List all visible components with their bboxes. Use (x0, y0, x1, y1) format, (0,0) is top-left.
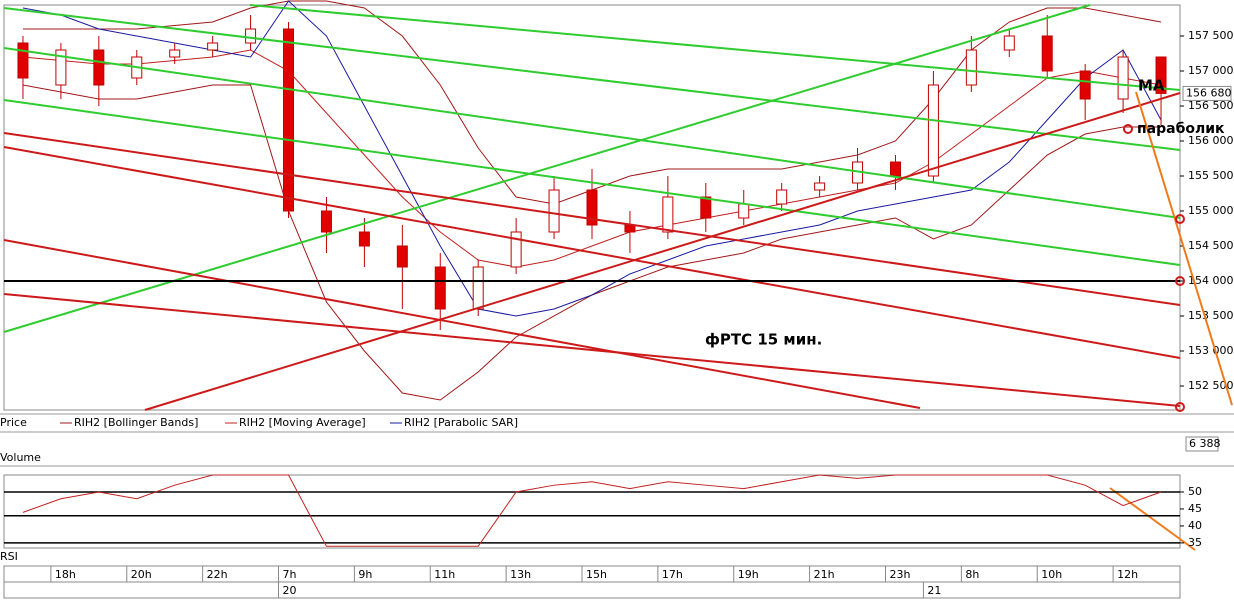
candle-body (738, 203, 750, 219)
candle-body (1003, 35, 1015, 51)
volume-last: 6 388 (1189, 437, 1221, 450)
candle-body (169, 49, 181, 58)
x-tick-label: 7h (283, 568, 297, 581)
x-tick-label: 17h (662, 568, 683, 581)
x-tick-label: 20h (131, 568, 152, 581)
candle-body (1155, 56, 1167, 94)
candle-body (662, 196, 674, 233)
legend-label: RIH2 [Bollinger Bands] (74, 416, 198, 429)
y-tick-label: 153 000 (1188, 344, 1234, 357)
candle-body (700, 196, 712, 219)
candle-body (358, 231, 370, 247)
legend-label: Price (0, 416, 27, 429)
x-tick-label: 8h (965, 568, 979, 581)
candle-body (927, 84, 939, 177)
x-tick-label: 19h (738, 568, 759, 581)
y-tick-label: 153 500 (1188, 309, 1234, 322)
candle-body (245, 28, 257, 44)
x-tick-label: 9h (358, 568, 372, 581)
y-tick-label: 155 000 (1188, 204, 1234, 217)
price-panel (3, 4, 1181, 411)
x-tick-label: 13h (510, 568, 531, 581)
rsi-tick-label: 40 (1188, 519, 1202, 532)
x-tick-label: 21h (814, 568, 835, 581)
x-tick-label: 22h (207, 568, 228, 581)
x-tick-label: 10h (1041, 568, 1062, 581)
date-label: 21 (927, 584, 941, 597)
candle-body (93, 49, 105, 86)
annotation: параболик (1137, 121, 1225, 137)
candle-body (17, 42, 29, 79)
candle-body (1041, 35, 1053, 72)
candle-body (472, 266, 484, 310)
candle-body (55, 49, 67, 86)
volume-last-box (1185, 436, 1219, 452)
annotation: МА (1138, 77, 1165, 95)
y-tick-label: 156 000 (1188, 134, 1234, 147)
annotation: фРТС 15 мин. (705, 331, 822, 349)
candle-body (586, 189, 598, 226)
date-label: 20 (283, 584, 297, 597)
legend-label: RIH2 [Moving Average] (239, 416, 366, 429)
candle-body (207, 42, 219, 51)
rsi-panel (3, 474, 1181, 549)
candle-body (889, 161, 901, 177)
x-tick-label: 12h (1117, 568, 1138, 581)
candle-body (510, 231, 522, 268)
y-tick-label: 154 500 (1188, 239, 1234, 252)
candle-body (548, 189, 560, 233)
candle-body (965, 49, 977, 86)
panel-label: Volume (0, 451, 41, 464)
y-tick-label: 157 000 (1188, 64, 1234, 77)
y-tick-label: 155 500 (1188, 169, 1234, 182)
x-tick-label: 18h (55, 568, 76, 581)
y-tick-label: 152 500 (1188, 379, 1234, 392)
y-tick-label: 157 500 (1188, 29, 1234, 42)
candle-body (1117, 56, 1129, 100)
candle-body (1079, 70, 1091, 100)
y-tick-label: 156 500 (1188, 99, 1234, 112)
x-tick-label: 15h (586, 568, 607, 581)
rsi-line (22, 474, 1162, 547)
current-price-box (1182, 85, 1232, 101)
panel-label: RSI (0, 550, 18, 563)
legend-label: RIH2 [Parabolic SAR] (404, 416, 518, 429)
rsi-tick-label: 45 (1188, 502, 1202, 515)
candle-body (396, 245, 408, 268)
current-price: 156 680 (1186, 86, 1232, 99)
candle-body (283, 28, 295, 212)
candle-body (434, 266, 446, 310)
candle-body (320, 210, 332, 233)
candle-body (814, 182, 826, 191)
trendlines (3, 4, 1233, 551)
candle-body (776, 189, 788, 205)
y-tick-label: 154 000 (1188, 274, 1234, 287)
rsi-tick-label: 35 (1188, 536, 1202, 549)
x-tick-label: 23h (889, 568, 910, 581)
rsi-tick-label: 50 (1188, 485, 1202, 498)
x-tick-label: 11h (434, 568, 455, 581)
